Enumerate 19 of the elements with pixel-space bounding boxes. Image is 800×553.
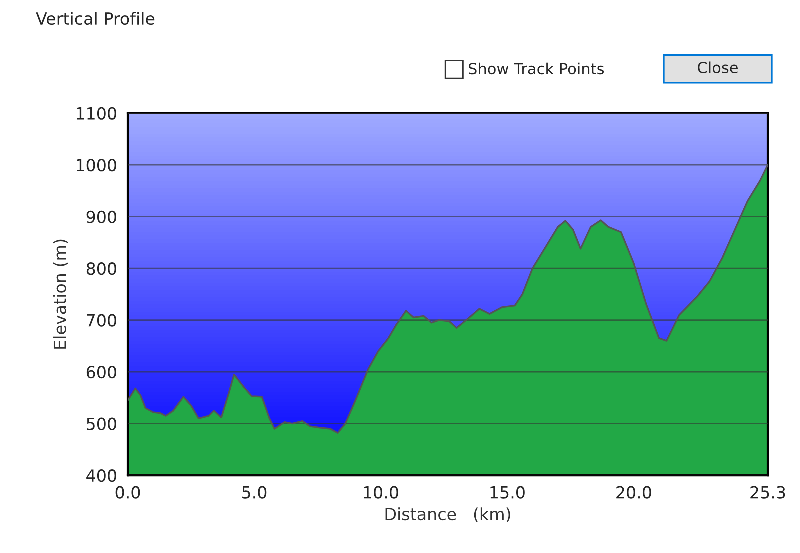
- y-axis-title: Elevation (m): [53, 240, 68, 349]
- x-tick-label: 0.0: [116, 486, 140, 499]
- x-axis-title: Distance (km): [386, 508, 510, 523]
- y-tick-label: 400: [86, 470, 116, 482]
- x-tick-label: 15.0: [490, 486, 525, 499]
- y-tick-label: 700: [87, 314, 116, 327]
- y-tick-label: 500: [87, 418, 116, 430]
- x-tick-label: 5.0: [242, 486, 267, 499]
- y-tick-label: 1100: [76, 107, 116, 120]
- y-tick-label: 1000: [76, 159, 116, 172]
- text: Close: [698, 62, 738, 74]
- chart-title: Vertical Profile: [36, 12, 155, 26]
- x-tick-label: 20.0: [616, 486, 652, 499]
- x-tick-label: 25.3: [750, 486, 786, 499]
- y-tick-label: 900: [86, 210, 116, 224]
- y-tick-label: 600: [86, 366, 116, 379]
- x-tick-label: 10.0: [364, 486, 398, 499]
- text: Show Track Points: [469, 62, 604, 75]
- y-tick-label: 800: [86, 262, 116, 276]
